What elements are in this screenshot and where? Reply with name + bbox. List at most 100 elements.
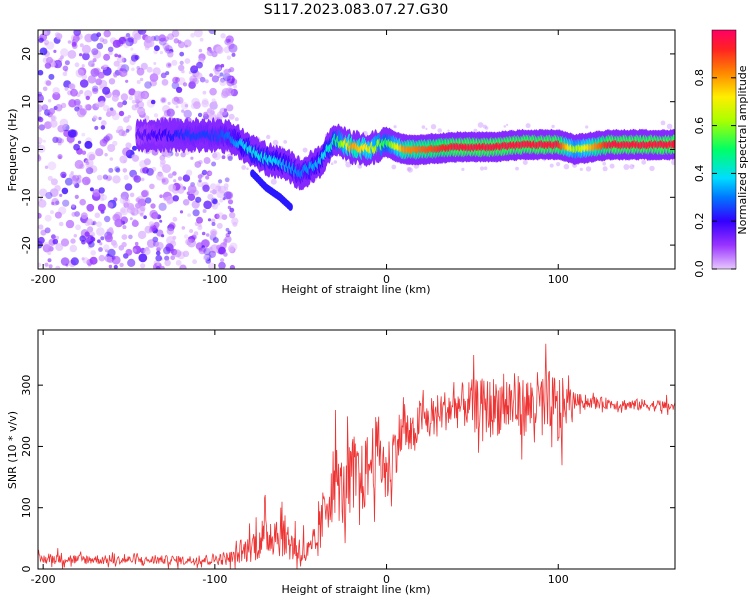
spectrogram-noise-cell xyxy=(127,258,136,267)
spectrogram-noise-cell xyxy=(447,129,450,132)
spectrogram-noise-cell xyxy=(96,32,102,38)
spectrogram-noise-cell xyxy=(96,221,102,228)
spectrogram-noise-cell xyxy=(102,174,108,180)
spectrogram-noise-cell xyxy=(176,96,184,105)
spectrogram-noise-cell xyxy=(227,199,234,205)
spectrogram-noise-cell xyxy=(167,173,174,179)
spectrogram-noise-cell xyxy=(124,197,129,202)
spectrogram-noise-cell xyxy=(80,212,88,220)
spectrogram-noise-cell xyxy=(117,101,124,108)
spectrogram-noise-cell xyxy=(179,210,184,214)
spectrogram-noise-cell xyxy=(190,103,197,109)
spectrogram-noise-cell xyxy=(160,159,166,165)
spectrogram-noise-cell xyxy=(219,78,227,86)
spectrogram-noise-cell xyxy=(144,45,150,51)
spectrogram-noise-cell xyxy=(623,164,630,170)
spectrogram-noise-cell xyxy=(197,174,203,180)
spectrogram-noise-cell xyxy=(127,115,131,119)
x-tick-label: 0 xyxy=(383,573,390,586)
spectrogram-noise-cell xyxy=(209,246,213,251)
spectrogram-noise-cell xyxy=(48,108,56,115)
spectrogram-noise-cell xyxy=(146,66,153,73)
spectrogram-noise-cell xyxy=(44,227,51,234)
spectrogram-noise-cell xyxy=(173,179,177,183)
spectrogram-noise-cell xyxy=(84,231,90,237)
spectrogram-noise-cell xyxy=(64,177,73,186)
spectrogram-noise-cell xyxy=(64,60,70,66)
spectrogram-noise-cell xyxy=(84,33,94,43)
spectrogram-noise-cell xyxy=(151,166,157,172)
spectrogram-noise-cell xyxy=(209,73,214,77)
spectrogram-noise-cell xyxy=(206,108,213,114)
colorbar-tick-label: 0.6 xyxy=(693,117,706,135)
spectrogram-noise-cell xyxy=(139,205,146,212)
spectrogram-noise-cell xyxy=(79,89,84,95)
spectrogram-noise-cell xyxy=(549,163,554,168)
spectrogram-noise-cell xyxy=(122,147,131,156)
spectrogram-noise-cell xyxy=(92,220,97,226)
spectrogram-noise-cell xyxy=(219,72,224,77)
spectrogram-noise-cell xyxy=(108,167,114,173)
spectrogram-noise-cell xyxy=(216,222,223,229)
spectrogram-noise-cell xyxy=(62,199,70,207)
spectrogram-noise-cell xyxy=(211,222,216,226)
spectrogram-noise-cell xyxy=(112,39,121,48)
spectrogram-noise-cell xyxy=(131,104,138,111)
spectrogram-y-ticks: -20 -10 0 10 20 xyxy=(20,47,675,254)
spectrogram-noise-cell xyxy=(111,94,119,102)
spectrogram-noise-cell xyxy=(172,171,177,176)
spectrogram-noise-cell xyxy=(159,219,163,223)
spectrogram-noise-cell xyxy=(224,68,231,75)
spectrogram-noise-cell xyxy=(155,254,162,262)
spectrogram-noise-cell xyxy=(50,210,54,215)
spectrogram-noise-cell xyxy=(234,117,239,122)
spectrogram-noise-cell xyxy=(42,242,51,250)
spectrogram-noise-cell xyxy=(120,93,129,101)
spectrogram-noise-cell xyxy=(585,125,589,129)
spectrogram-noise-cell xyxy=(73,234,78,238)
spectrogram-noise-cell xyxy=(88,153,96,161)
spectrogram-noise-cell xyxy=(108,227,114,232)
spectrogram-noise-cell xyxy=(161,79,169,86)
spectrogram-noise-cell xyxy=(218,261,226,269)
spectrogram-noise-cell xyxy=(192,209,200,217)
spectrogram-noise-cell xyxy=(74,211,80,217)
spectrogram-noise-cell xyxy=(79,198,86,206)
spectrogram-noise-cell xyxy=(212,198,218,205)
spectrogram-noise-cell xyxy=(123,41,130,49)
spectrogram-noise-cell xyxy=(197,112,203,118)
spectrogram-noise-cell xyxy=(119,262,124,268)
spectrogram-noise-cell xyxy=(81,132,86,137)
y-tick-label: 100 xyxy=(20,497,33,518)
spectrogram-noise-cell xyxy=(108,78,116,85)
spectrogram-noise-cell xyxy=(120,216,128,224)
spectrogram-noise-cell xyxy=(228,43,238,53)
spectrogram-noise-cell xyxy=(503,125,507,128)
spectrogram-noise-cell xyxy=(70,257,79,266)
spectrogram-noise-cell xyxy=(156,262,160,266)
spectrogram-noise-cell xyxy=(57,141,62,146)
spectrogram-noise-cell xyxy=(213,67,218,72)
spectrogram-noise-cell xyxy=(198,48,203,53)
spectrogram-noise-cell xyxy=(98,187,105,194)
spectrogram-noise-cell xyxy=(198,247,203,252)
spectrogram-noise-cell xyxy=(105,133,113,141)
spectrogram-noise-cell xyxy=(205,79,209,84)
spectrogram-noise-cell xyxy=(91,63,95,68)
spectrogram-noise-cell xyxy=(143,247,151,255)
spectrogram-noise-cell xyxy=(112,112,120,121)
spectrogram-noise-cell xyxy=(128,234,133,240)
spectrogram-noise-cell xyxy=(52,87,60,95)
spectrogram-noise-cell xyxy=(170,255,176,261)
spectrogram-noise-cell xyxy=(177,77,186,86)
spectrogram-noise-cell xyxy=(330,162,334,165)
spectrogram-noise-cell xyxy=(68,83,74,89)
spectrogram-noise-cell xyxy=(132,219,137,224)
spectrogram-noise-cell xyxy=(44,262,49,267)
spectrogram-noise-cell xyxy=(161,234,165,238)
spectrogram-noise-cell xyxy=(171,59,178,66)
spectrogram-noise-cell xyxy=(48,73,55,80)
spectrogram-noise-cell xyxy=(479,166,485,171)
y-tick-label: 0 xyxy=(20,566,33,573)
